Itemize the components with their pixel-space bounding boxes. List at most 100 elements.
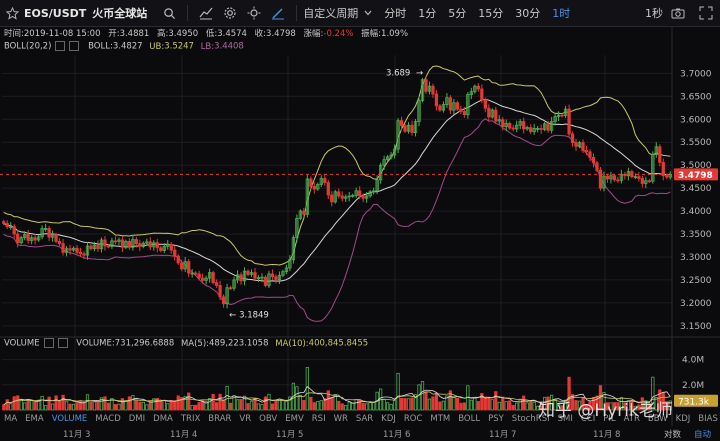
volume-bar (281, 400, 285, 411)
boll-low-value: 3.4408 (214, 41, 244, 52)
candle-body (68, 248, 72, 251)
price-annotations: 3.689 → ← 3.1849 (229, 69, 423, 321)
indicator-tab[interactable]: KDJ (381, 413, 396, 424)
indicator-tab[interactable]: BBW (647, 413, 668, 424)
candle-body (152, 242, 156, 248)
change-label: 涨幅: (303, 29, 324, 39)
volume-bar (239, 398, 243, 411)
candle-body (225, 287, 229, 305)
candle-body (263, 276, 268, 286)
indicator-tab[interactable]: VOLUME (51, 413, 88, 424)
volume-bar (30, 399, 34, 411)
volume-bar (480, 393, 484, 411)
indicator-tab[interactable]: MA (4, 413, 18, 424)
indicator-tab[interactable]: RSI (311, 413, 326, 424)
indicator-tab[interactable]: DMI (128, 413, 146, 424)
search-icon[interactable] (161, 5, 177, 21)
right-period[interactable]: 1秒 (645, 7, 663, 20)
indicator-tab[interactable]: BIAS (698, 413, 718, 424)
candle-body (270, 273, 275, 278)
volume-name[interactable]: VOLUME (4, 338, 40, 349)
candle-body (103, 239, 107, 247)
candle-body (518, 121, 522, 126)
symbol-name[interactable]: EOS/USDT (24, 6, 87, 20)
indicator-tab[interactable]: StochRSI (511, 413, 550, 424)
period-tab[interactable]: 1分 (418, 7, 437, 20)
candle-body (396, 120, 400, 150)
camera-icon[interactable] (670, 5, 686, 21)
current-price-badge (674, 168, 718, 181)
indicator-tab[interactable]: EMA (25, 413, 44, 424)
close-icon[interactable] (57, 338, 68, 348)
settings-gear-icon[interactable] (222, 5, 238, 21)
volume-bar (2, 404, 6, 411)
low-annotation: 3.1849 (239, 310, 269, 320)
volume-bar (420, 381, 425, 411)
hide-icon[interactable] (55, 41, 66, 51)
custom-period-menu[interactable]: 自定义周期 (303, 7, 359, 20)
close-value: 3.4798 (266, 29, 296, 39)
indicator-tab[interactable]: PSY (488, 413, 504, 424)
candle-body (651, 154, 655, 182)
candle-body (508, 122, 512, 129)
indicator-tab[interactable]: TRIX (180, 413, 201, 424)
indicator-tab[interactable]: OBV (259, 413, 278, 424)
candle-body (5, 223, 9, 228)
date-label: 11月 5 (276, 430, 304, 440)
chart-type-icon[interactable] (198, 5, 214, 21)
period-tab[interactable]: 1时 (552, 7, 571, 20)
indicator-tab[interactable]: SMI (557, 413, 573, 424)
theme-sun-icon[interactable] (246, 5, 262, 21)
hide-icon[interactable] (43, 338, 54, 348)
volume-legend: VOLUME VOLUME:731,296.6888 MA(5):489,223… (0, 338, 464, 352)
period-tab[interactable]: 5分 (448, 7, 467, 20)
exchange-name[interactable]: 火币全球站 (92, 7, 148, 20)
indicator-tab[interactable]: PIL (603, 413, 616, 424)
indicator-tab[interactable]: BRAR (208, 413, 232, 424)
boll-legend: BOLL(20,2) BOLL:3.4827 UB:3.5247 LB:3.44… (0, 41, 344, 55)
candle-body (211, 272, 215, 284)
volume-bar (117, 403, 121, 411)
indicator-tab[interactable]: DMA (153, 413, 173, 424)
candle-body (504, 122, 508, 128)
indicator-tab[interactable]: SAR (355, 413, 374, 424)
indicator-tab[interactable]: CCI (580, 413, 596, 424)
price-tick-label: 3.6500 (680, 92, 712, 102)
period-tab[interactable]: 分时 (384, 7, 407, 20)
volume-bar (462, 402, 466, 411)
volume-bar (494, 391, 498, 411)
boll-name[interactable]: BOLL(20,2) (4, 41, 52, 52)
indicator-tab[interactable]: KDJ (675, 413, 691, 424)
volume-bar (40, 395, 44, 411)
volume-bar (173, 400, 177, 411)
log-scale-toggle[interactable]: 对数 (664, 430, 682, 440)
candle-body (403, 125, 407, 132)
candle-body (577, 142, 582, 147)
indicator-tab[interactable]: ATR (623, 413, 640, 424)
indicator-tab[interactable]: MACD (95, 413, 121, 424)
indicator-tab[interactable]: EMV (285, 413, 304, 424)
volume-bar (277, 398, 282, 411)
candle-body (302, 210, 306, 215)
candle-body (214, 282, 219, 286)
close-icon[interactable] (69, 41, 80, 51)
indicator-tab[interactable]: WR (333, 413, 348, 424)
period-tab[interactable]: 15分 (478, 7, 504, 20)
indicator-tab[interactable]: BOLL (458, 413, 481, 424)
star-icon[interactable] (4, 5, 20, 21)
indicator-tab[interactable]: VR (239, 413, 252, 424)
candle-body (480, 88, 484, 101)
period-tab[interactable]: 30分 (515, 7, 541, 20)
current-price-label: 3.4798 (678, 171, 713, 181)
candle-body (180, 262, 184, 270)
indicator-tab[interactable]: MTM (430, 413, 451, 424)
candle-body (431, 85, 435, 95)
volume-bar (232, 395, 236, 411)
chevron-down-icon[interactable] (360, 5, 376, 21)
indicator-tab[interactable]: ROC (403, 413, 423, 424)
auto-scale-toggle[interactable]: 自动 (694, 430, 712, 440)
fullscreen-icon[interactable] (698, 5, 714, 21)
candle-body (515, 124, 519, 130)
draw-pen-icon[interactable] (270, 5, 286, 21)
